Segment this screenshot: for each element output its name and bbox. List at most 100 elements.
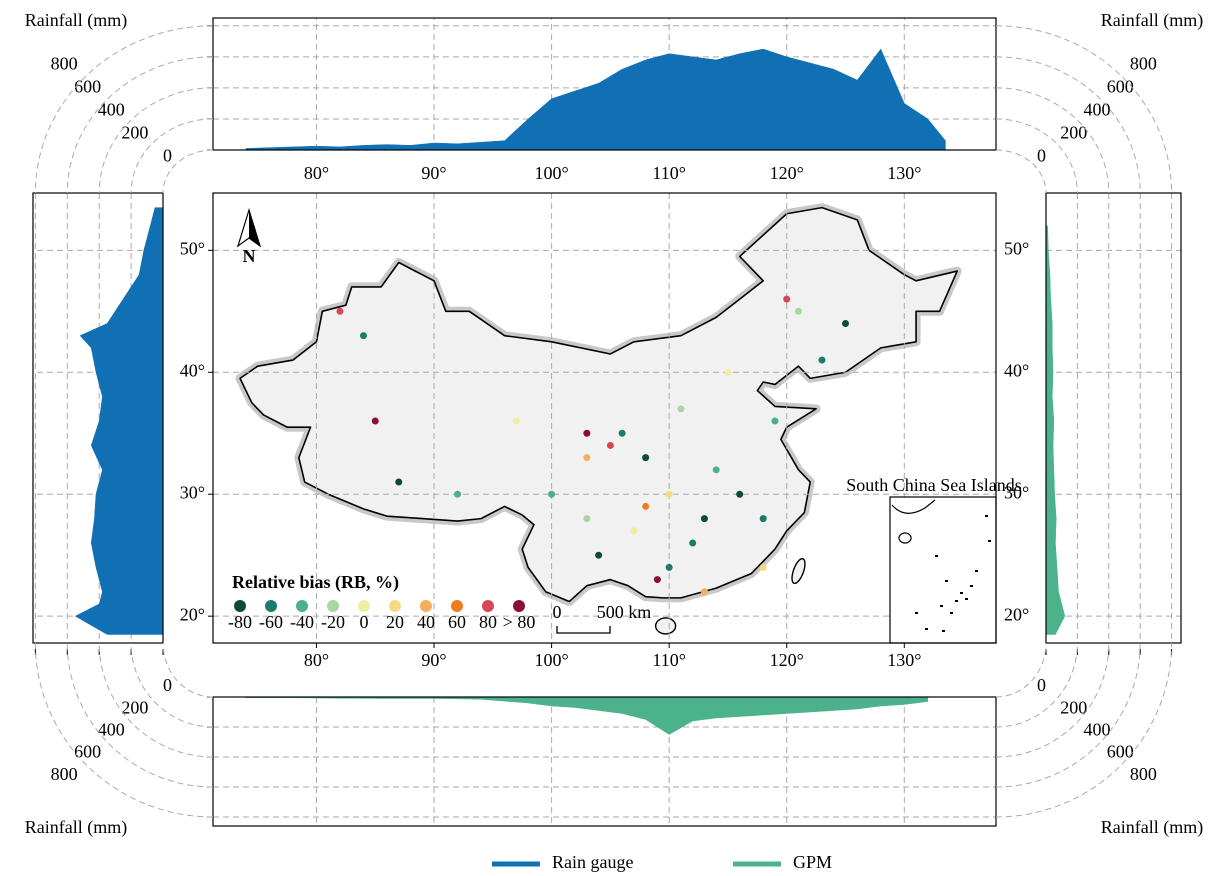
scale-label: 500 km <box>597 602 652 622</box>
axis-label: Rainfall (mm) <box>1101 10 1203 31</box>
station-point <box>395 479 402 486</box>
station-point <box>583 515 590 522</box>
station-point <box>819 357 826 364</box>
station-point <box>842 320 849 327</box>
arc-tick-label: 600 <box>74 742 101 762</box>
station-point <box>666 564 673 571</box>
station-point <box>701 588 708 595</box>
x-tick-label: 90° <box>421 650 446 670</box>
station-point <box>360 332 367 339</box>
legend-marker <box>389 600 401 612</box>
arc-tick-label: 200 <box>1060 122 1087 142</box>
legend-marker <box>327 600 339 612</box>
station-point <box>642 454 649 461</box>
station-point <box>607 442 614 449</box>
station-point <box>736 491 743 498</box>
legend-label: -40 <box>290 612 314 632</box>
x-tick-label: 110° <box>652 650 686 670</box>
station-point <box>701 515 708 522</box>
x-tick-label: 120° <box>770 163 804 183</box>
inset-island <box>965 598 968 600</box>
y-tick-label: 50° <box>1004 238 1029 258</box>
station-point <box>513 418 520 425</box>
station-point <box>630 527 637 534</box>
station-point <box>783 296 790 303</box>
legend-label: 60 <box>448 612 466 632</box>
inset-island <box>955 600 958 602</box>
station-point <box>760 515 767 522</box>
inset-island <box>940 605 943 607</box>
legend-marker <box>513 600 525 612</box>
arc-tick-label: 400 <box>1083 719 1110 739</box>
arc-tick-label: 0 <box>163 675 172 695</box>
legend-marker <box>451 600 463 612</box>
arc-tick-label: 600 <box>74 76 101 96</box>
inset-island <box>988 540 991 542</box>
arc-tick-label: 400 <box>1083 99 1110 119</box>
inset-frame <box>890 497 996 643</box>
station-point <box>795 308 802 315</box>
inset-island <box>915 612 918 614</box>
x-tick-label: 130° <box>887 163 921 183</box>
legend-title: Relative bias (RB, %) <box>232 572 399 593</box>
station-point <box>666 491 673 498</box>
axis-label: Rainfall (mm) <box>25 10 127 31</box>
legend-label: Rain gauge <box>552 852 633 872</box>
station-point <box>677 405 684 412</box>
arc-tick-label: 0 <box>163 145 172 165</box>
arc-tick-label: 0 <box>1037 675 1046 695</box>
legend-marker <box>265 600 277 612</box>
legend-label: 40 <box>417 612 435 632</box>
station-point <box>336 308 343 315</box>
legend-marker <box>358 600 370 612</box>
inset-island <box>942 630 945 632</box>
legend-label: GPM <box>793 852 832 872</box>
north-label: N <box>243 246 256 266</box>
station-point <box>595 552 602 559</box>
arc-tick-label: 800 <box>51 53 78 73</box>
y-tick-label: 40° <box>1004 360 1029 380</box>
legend-marker <box>296 600 308 612</box>
arc-tick-label: 600 <box>1107 76 1134 96</box>
station-point <box>771 418 778 425</box>
x-tick-label: 120° <box>770 650 804 670</box>
station-point <box>689 540 696 547</box>
arc-tick-label: 800 <box>1130 764 1157 784</box>
scale-label: 0 <box>553 602 562 622</box>
arc-tick-label: 200 <box>1060 697 1087 717</box>
x-tick-label: 100° <box>534 650 568 670</box>
arc-tick-label: 800 <box>1130 53 1157 73</box>
inset-island <box>945 580 948 582</box>
legend-label: 20 <box>386 612 404 632</box>
arc-tick-label: 800 <box>51 764 78 784</box>
axis-label: Rainfall (mm) <box>25 817 127 838</box>
legend-label: 0 <box>360 612 369 632</box>
x-tick-label: 100° <box>534 163 568 183</box>
inset-island <box>985 515 988 517</box>
x-tick-label: 90° <box>421 163 446 183</box>
legend-marker <box>482 600 494 612</box>
legend-label: 80 <box>479 612 497 632</box>
inset-island <box>975 570 978 572</box>
legend-marker <box>234 600 246 612</box>
legend-label: -80 <box>228 612 252 632</box>
axis-label: Rainfall (mm) <box>1101 817 1203 838</box>
station-point <box>713 466 720 473</box>
arc-tick-label: 200 <box>121 122 148 142</box>
x-tick-label: 110° <box>652 163 686 183</box>
island <box>656 618 676 634</box>
station-point <box>583 454 590 461</box>
station-point <box>548 491 555 498</box>
y-tick-label: 20° <box>1004 604 1029 624</box>
station-point <box>654 576 661 583</box>
station-point <box>454 491 461 498</box>
station-point <box>583 430 590 437</box>
station-point <box>724 369 731 376</box>
x-tick-label: 80° <box>304 650 329 670</box>
station-point <box>619 430 626 437</box>
legend-label: -20 <box>321 612 345 632</box>
station-point <box>760 564 767 571</box>
station-point <box>642 503 649 510</box>
arc-tick-label: 0 <box>1037 145 1046 165</box>
arc-tick-label: 200 <box>121 697 148 717</box>
